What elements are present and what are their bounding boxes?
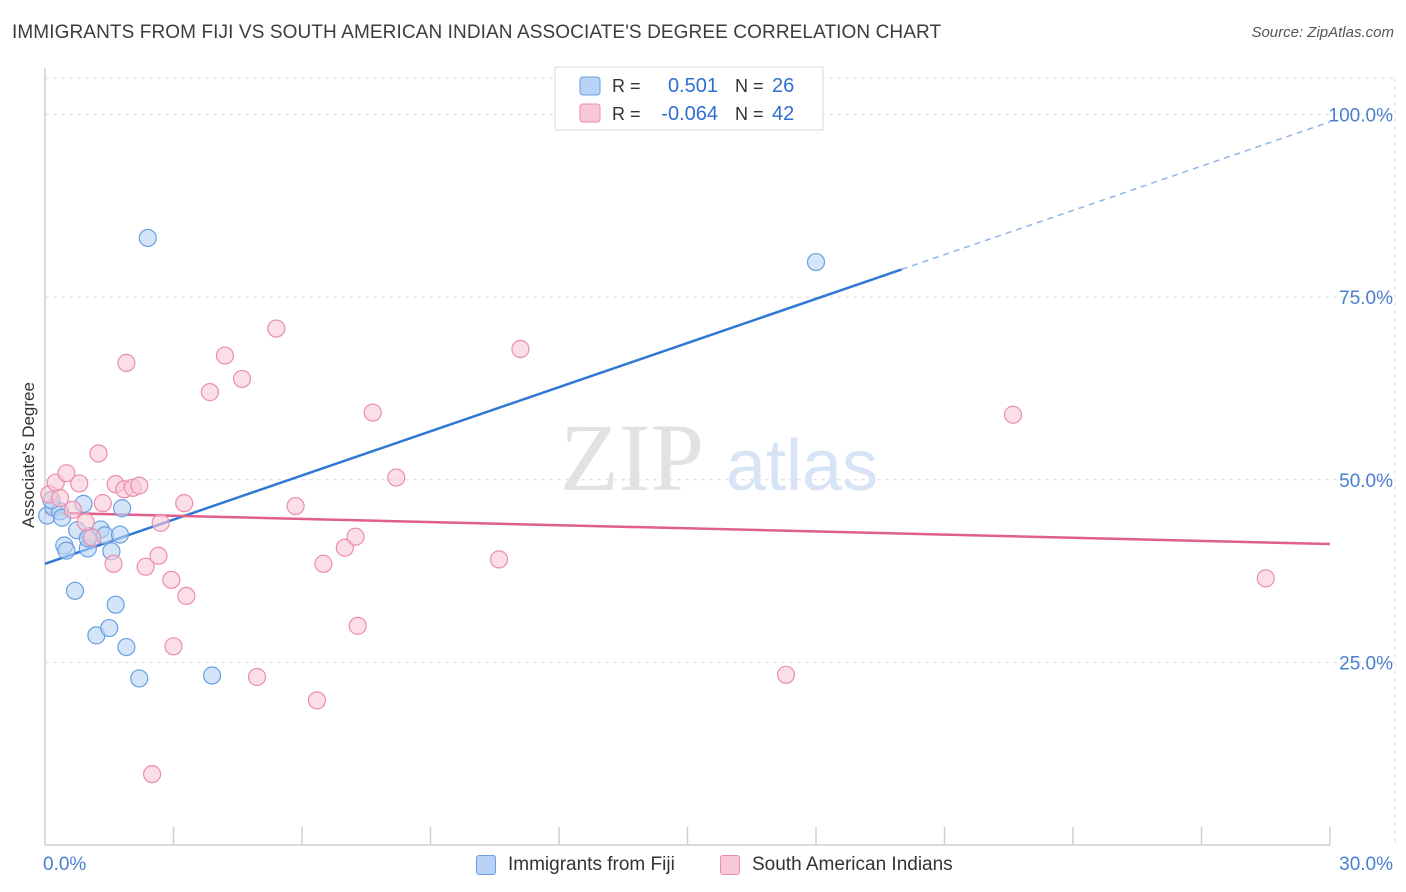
legend-label-fiji: Immigrants from Fiji bbox=[508, 854, 675, 875]
data-point-sai bbox=[286, 496, 305, 516]
axes bbox=[44, 68, 1331, 846]
x-tick-label: 30.0% bbox=[1339, 854, 1393, 875]
legend-swatch-sai bbox=[579, 103, 601, 123]
data-point-fiji bbox=[57, 541, 76, 560]
data-point-sai bbox=[151, 513, 170, 532]
data-point-sai bbox=[267, 319, 286, 338]
data-point-sai bbox=[307, 691, 327, 710]
y-tick-label: 25.0% bbox=[1339, 653, 1393, 674]
data-point-fiji bbox=[806, 252, 826, 272]
data-point-sai bbox=[130, 476, 149, 495]
legend-n-value-sai: 42 bbox=[772, 103, 794, 125]
data-point-sai bbox=[104, 554, 123, 573]
y-axis-label: Associate's Degree bbox=[19, 382, 38, 528]
data-point-sai bbox=[247, 667, 267, 687]
data-point-sai bbox=[335, 538, 354, 557]
x-tick-labels: 0.0% 30.0% bbox=[43, 854, 1393, 875]
data-point-sai bbox=[232, 369, 252, 389]
data-point-sai bbox=[57, 464, 76, 483]
data-point-sai bbox=[70, 474, 89, 493]
data-point-sai bbox=[136, 557, 155, 576]
data-point-sai bbox=[200, 383, 220, 402]
x-tick-label: 0.0% bbox=[43, 854, 86, 875]
data-point-sai bbox=[511, 339, 530, 359]
data-point-sai bbox=[346, 527, 365, 546]
data-point-sai bbox=[177, 586, 196, 606]
legend-n-label-fiji: N = bbox=[735, 76, 764, 96]
data-point-sai bbox=[314, 554, 333, 573]
data-point-fiji bbox=[106, 595, 125, 614]
data-point-sai bbox=[175, 494, 194, 513]
data-point-sai bbox=[348, 616, 367, 635]
data-points bbox=[38, 228, 1275, 784]
data-point-fiji bbox=[138, 228, 157, 248]
data-point-fiji bbox=[65, 581, 85, 600]
bottom-legend: Immigrants from Fiji South American Indi… bbox=[0, 850, 1406, 880]
data-point-sai bbox=[149, 546, 168, 565]
legend-label-sai: South American Indians bbox=[752, 854, 953, 875]
trend-lines bbox=[44, 121, 1331, 565]
data-point-sai bbox=[76, 513, 95, 532]
legend-item-fiji[interactable]: Immigrants from Fiji bbox=[476, 850, 675, 880]
legend-n-value-fiji: 26 bbox=[772, 75, 794, 97]
data-point-sai bbox=[164, 637, 183, 656]
data-point-sai bbox=[83, 528, 102, 547]
data-point-sai bbox=[489, 550, 509, 569]
data-point-fiji bbox=[100, 618, 119, 638]
data-point-fiji bbox=[112, 499, 132, 518]
data-point-sai bbox=[142, 765, 162, 784]
gridlines bbox=[45, 77, 1396, 845]
data-point-fiji bbox=[130, 669, 149, 688]
data-point-sai bbox=[162, 570, 181, 589]
data-point-sai bbox=[63, 500, 82, 519]
data-point-sai bbox=[1256, 569, 1275, 588]
watermark-zip: ZIP bbox=[560, 404, 704, 511]
data-point-sai bbox=[1003, 405, 1023, 424]
data-point-sai bbox=[89, 444, 108, 463]
legend-swatch-fiji-bottom bbox=[476, 855, 496, 875]
legend-r-label-fiji: R = bbox=[612, 76, 641, 96]
data-point-sai bbox=[387, 468, 406, 487]
data-point-fiji bbox=[110, 525, 130, 544]
legend-n-label-sai: N = bbox=[735, 104, 764, 124]
data-point-sai bbox=[776, 665, 796, 684]
watermark-atlas: atlas bbox=[726, 426, 878, 506]
watermark: ZIP atlas bbox=[560, 404, 878, 511]
legend-r-value-sai: -0.064 bbox=[661, 103, 718, 125]
data-point-sai bbox=[117, 353, 136, 372]
trend-line-fiji bbox=[44, 268, 903, 565]
y-tick-label: 50.0% bbox=[1339, 471, 1393, 492]
data-point-fiji bbox=[202, 666, 222, 685]
data-point-sai bbox=[363, 403, 382, 422]
data-point-sai bbox=[93, 494, 112, 513]
legend-r-label-sai: R = bbox=[612, 104, 641, 124]
trend-line-fiji-extension bbox=[901, 121, 1331, 271]
y-tick-label: 75.0% bbox=[1339, 288, 1393, 309]
chart-title: IMMIGRANTS FROM FIJI VS SOUTH AMERICAN I… bbox=[12, 22, 942, 43]
data-point-sai bbox=[50, 488, 70, 508]
y-tick-label: 100.0% bbox=[1329, 106, 1394, 127]
y-tick-labels: 25.0% 50.0% 75.0% 100.0% bbox=[1329, 106, 1394, 675]
legend-item-sai[interactable]: South American Indians bbox=[720, 850, 953, 880]
legend-swatch-fiji bbox=[579, 76, 601, 96]
legend-box: R = 0.501 N = 26 R = -0.064 N = 42 bbox=[554, 66, 824, 131]
legend-r-value-fiji: 0.501 bbox=[668, 75, 718, 97]
data-point-fiji bbox=[117, 637, 136, 657]
source-label: Source: ZipAtlas.com bbox=[1251, 24, 1394, 41]
trend-line-sai bbox=[44, 511, 1331, 546]
data-point-sai bbox=[215, 346, 234, 365]
legend-swatch-sai-bottom bbox=[720, 855, 740, 875]
